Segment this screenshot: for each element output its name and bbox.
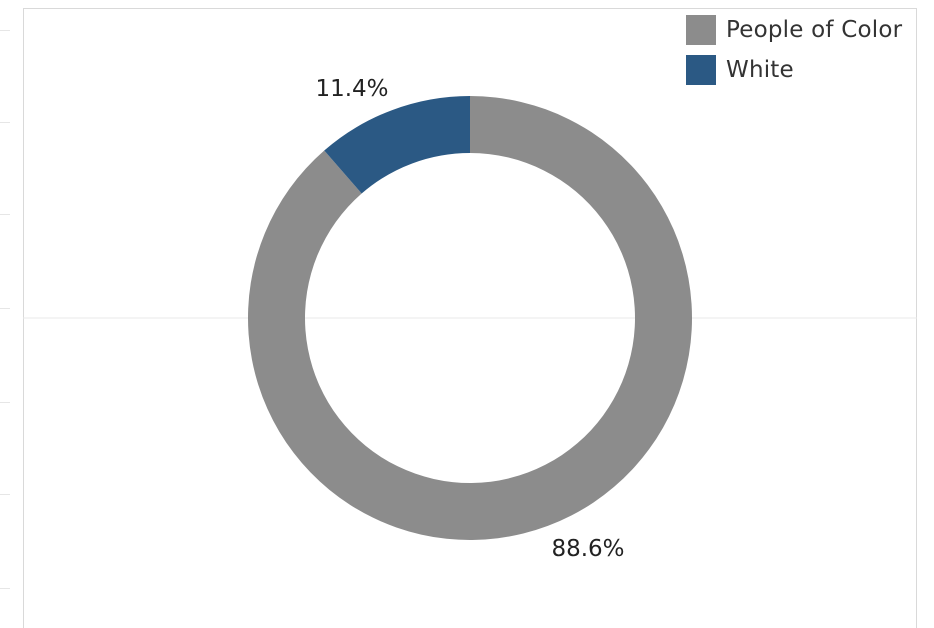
left-axis-ticks	[0, 0, 14, 626]
legend[interactable]: People of Color White	[686, 10, 902, 90]
legend-swatch-people-of-color	[686, 15, 716, 45]
legend-label-people-of-color: People of Color	[726, 17, 903, 43]
data-label-people-of-color: 88.6%	[551, 536, 624, 562]
legend-swatch-white	[686, 55, 716, 85]
legend-item-people-of-color[interactable]: People of Color	[686, 10, 902, 50]
legend-item-white[interactable]: White	[686, 50, 902, 90]
legend-label-white: White	[726, 57, 794, 83]
donut-slice-white[interactable]	[324, 96, 470, 194]
data-label-white: 11.4%	[315, 76, 388, 102]
